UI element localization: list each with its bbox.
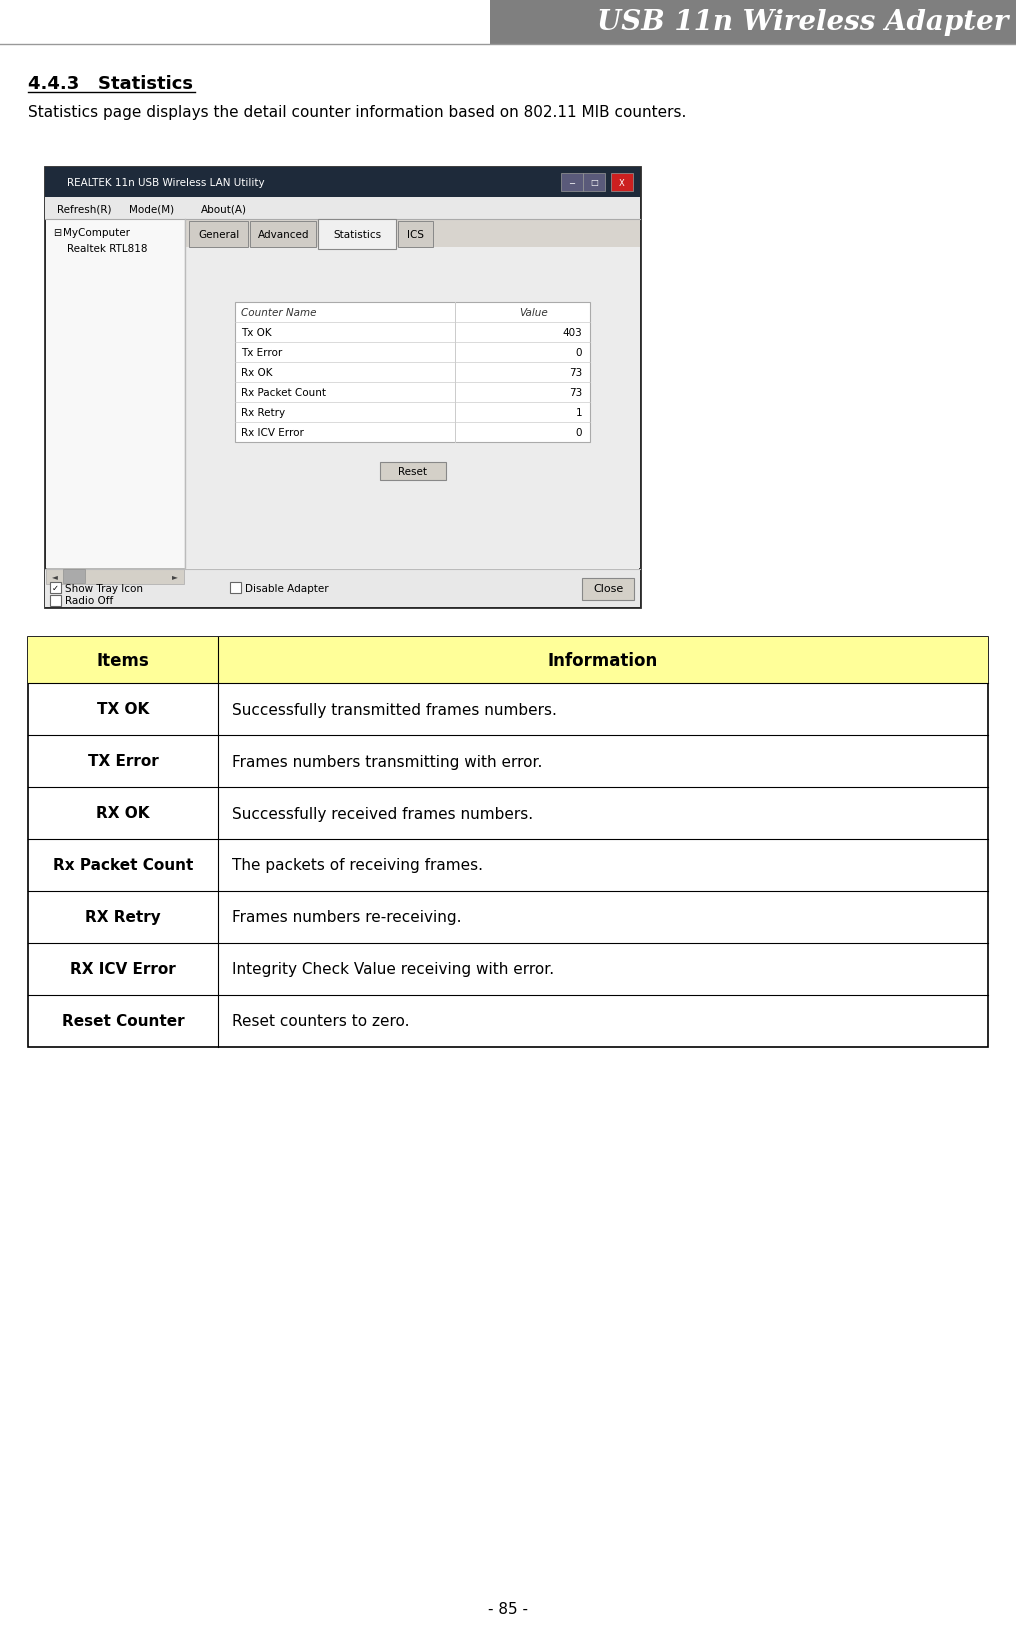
Text: ⊟: ⊟ bbox=[53, 228, 61, 238]
Bar bbox=[185, 220, 640, 248]
Text: The packets of receiving frames.: The packets of receiving frames. bbox=[232, 857, 483, 874]
Bar bbox=[318, 220, 396, 249]
Text: ►: ► bbox=[172, 572, 178, 582]
Text: Tx OK: Tx OK bbox=[241, 328, 271, 337]
Bar bbox=[46, 569, 184, 585]
Bar bbox=[230, 582, 241, 593]
Text: RX Retry: RX Retry bbox=[85, 910, 161, 924]
Text: Rx Packet Count: Rx Packet Count bbox=[241, 388, 326, 398]
Text: - 85 -: - 85 - bbox=[488, 1602, 528, 1617]
Bar bbox=[45, 569, 640, 608]
Text: ─: ─ bbox=[570, 178, 574, 187]
Text: Statistics: Statistics bbox=[333, 230, 381, 240]
Bar bbox=[380, 463, 445, 481]
Bar bbox=[398, 222, 433, 248]
Text: Realtek RTL818: Realtek RTL818 bbox=[67, 244, 147, 254]
Text: RX ICV Error: RX ICV Error bbox=[70, 962, 176, 976]
Text: Successfully received frames numbers.: Successfully received frames numbers. bbox=[232, 805, 533, 822]
Text: Tx Error: Tx Error bbox=[241, 347, 282, 357]
Text: Disable Adapter: Disable Adapter bbox=[245, 584, 328, 593]
Text: Value: Value bbox=[519, 308, 548, 318]
Text: Show Tray Icon: Show Tray Icon bbox=[65, 584, 143, 593]
Bar bbox=[561, 174, 583, 192]
Text: Reset Counter: Reset Counter bbox=[62, 1014, 184, 1029]
Text: Rx ICV Error: Rx ICV Error bbox=[241, 427, 304, 438]
Text: □: □ bbox=[590, 178, 598, 187]
Text: ICS: ICS bbox=[406, 230, 424, 240]
Text: Radio Off: Radio Off bbox=[65, 597, 113, 606]
Bar bbox=[45, 197, 640, 220]
Bar bbox=[235, 303, 590, 443]
Text: Reset: Reset bbox=[398, 466, 427, 476]
Bar bbox=[185, 248, 640, 569]
Bar bbox=[582, 579, 634, 600]
Bar bbox=[50, 582, 61, 593]
Bar bbox=[45, 168, 640, 197]
Bar bbox=[45, 168, 640, 608]
Text: Rx Packet Count: Rx Packet Count bbox=[53, 857, 193, 874]
Bar bbox=[189, 222, 248, 248]
Bar bbox=[28, 637, 988, 1048]
Text: Rx OK: Rx OK bbox=[241, 368, 272, 378]
Bar bbox=[583, 174, 605, 192]
Text: Successfully transmitted frames numbers.: Successfully transmitted frames numbers. bbox=[232, 703, 557, 717]
Text: TX Error: TX Error bbox=[87, 755, 158, 769]
Text: RX OK: RX OK bbox=[97, 805, 149, 822]
Bar bbox=[250, 222, 316, 248]
Text: X: X bbox=[619, 178, 625, 187]
Text: Integrity Check Value receiving with error.: Integrity Check Value receiving with err… bbox=[232, 962, 554, 976]
Text: 0: 0 bbox=[575, 347, 582, 357]
Text: About(A): About(A) bbox=[201, 204, 247, 214]
Bar bbox=[50, 595, 61, 606]
Bar bbox=[490, 0, 1016, 46]
Text: Counter Name: Counter Name bbox=[241, 308, 317, 318]
Text: Refresh(R): Refresh(R) bbox=[57, 204, 112, 214]
Text: ✓: ✓ bbox=[52, 584, 59, 593]
Text: Mode(M): Mode(M) bbox=[129, 204, 174, 214]
Bar bbox=[46, 220, 184, 569]
Text: 0: 0 bbox=[575, 427, 582, 438]
Text: MyComputer: MyComputer bbox=[63, 228, 130, 238]
Text: 1: 1 bbox=[575, 408, 582, 417]
Text: 403: 403 bbox=[562, 328, 582, 337]
Bar bbox=[611, 174, 633, 192]
Text: Close: Close bbox=[593, 584, 623, 593]
Text: 73: 73 bbox=[569, 368, 582, 378]
Text: Items: Items bbox=[97, 652, 149, 670]
Text: Information: Information bbox=[548, 652, 658, 670]
Text: 73: 73 bbox=[569, 388, 582, 398]
Bar bbox=[28, 637, 988, 683]
Text: USB 11n Wireless Adapter: USB 11n Wireless Adapter bbox=[596, 10, 1008, 36]
Bar bbox=[63, 569, 85, 584]
Text: TX OK: TX OK bbox=[97, 703, 149, 717]
Text: REALTEK 11n USB Wireless LAN Utility: REALTEK 11n USB Wireless LAN Utility bbox=[67, 178, 264, 187]
Text: 4.4.3   Statistics: 4.4.3 Statistics bbox=[28, 75, 193, 93]
Text: Rx Retry: Rx Retry bbox=[241, 408, 285, 417]
Text: Reset counters to zero.: Reset counters to zero. bbox=[232, 1014, 409, 1029]
Text: Advanced: Advanced bbox=[257, 230, 309, 240]
Text: Frames numbers re-receiving.: Frames numbers re-receiving. bbox=[232, 910, 461, 924]
Text: Statistics page displays the detail counter information based on 802.11 MIB coun: Statistics page displays the detail coun… bbox=[28, 104, 687, 121]
Text: General: General bbox=[198, 230, 240, 240]
Text: ◄: ◄ bbox=[52, 572, 58, 582]
Text: Frames numbers transmitting with error.: Frames numbers transmitting with error. bbox=[232, 755, 543, 769]
